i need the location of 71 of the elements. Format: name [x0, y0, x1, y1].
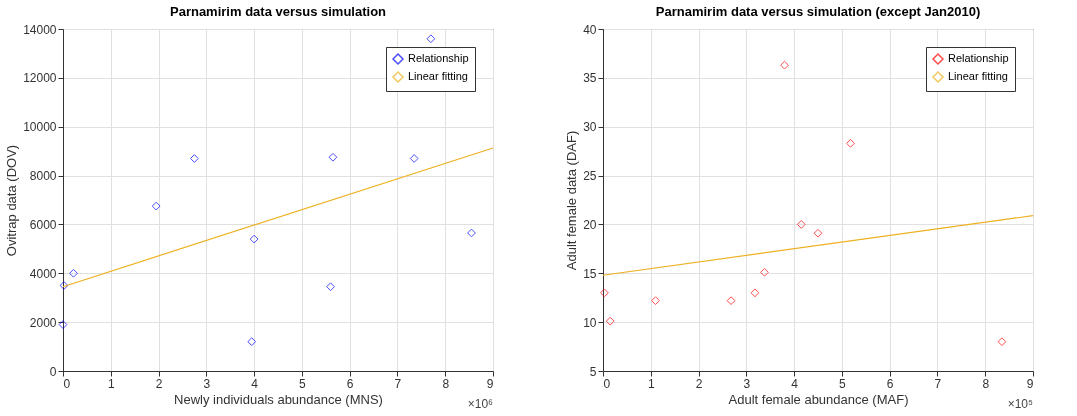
point	[813, 228, 823, 238]
x-tick-label: 1	[647, 376, 655, 391]
x-tick-label: 9	[1026, 376, 1034, 391]
y-axis-title: Ovitrap data (DOV)	[4, 144, 20, 257]
legend-label: Linear fitting	[948, 70, 1008, 82]
y-tick-label: 14000	[23, 22, 57, 37]
point	[249, 234, 259, 244]
y-tick-label: 30	[583, 120, 597, 135]
y-axis-title: Adult female data (DAF)	[564, 130, 580, 271]
y-tick-label: 0	[49, 364, 57, 379]
y-tick-label: 35	[583, 71, 597, 86]
point	[409, 154, 419, 163]
x-tick-label: 2	[155, 376, 163, 391]
legend-label: Relationship	[408, 52, 469, 64]
text: ×10⁶	[467, 397, 494, 411]
y-tick-label: 8000	[29, 169, 57, 184]
y-tick-label: 15	[583, 266, 597, 281]
y-tick-label: 12000	[23, 71, 57, 86]
x-axis-title: Adult female abundance (MAF)	[728, 391, 909, 407]
x-tick-label: 5	[299, 376, 307, 391]
x-tick-label: 6	[346, 376, 354, 391]
point	[651, 296, 660, 306]
point	[247, 337, 257, 347]
point	[605, 316, 615, 326]
point	[328, 152, 338, 162]
point	[59, 281, 69, 290]
x-tick-label: 3	[203, 376, 211, 391]
point	[600, 288, 609, 298]
point	[997, 337, 1007, 347]
y-tick-label: 2000	[29, 315, 57, 330]
x-tick-label: 5	[839, 376, 847, 391]
x-tick-label: 4	[251, 376, 259, 391]
x-tick-label: 6	[886, 376, 894, 391]
point	[326, 282, 335, 292]
x-tick-label: 0	[63, 376, 71, 391]
x-tick-label: 2	[695, 376, 703, 391]
x-tick-label: 3	[743, 376, 751, 391]
point	[760, 267, 769, 277]
point	[151, 201, 161, 211]
chart-title: Parnamirim data versus simulation (except Jan2010)	[655, 4, 981, 19]
point	[750, 288, 760, 298]
y-tick-label: 6000	[29, 217, 57, 232]
point	[726, 296, 736, 306]
point	[780, 60, 789, 70]
y-tick-label: 40	[583, 22, 597, 37]
point	[846, 138, 855, 148]
legend-label: Relationship	[948, 52, 1009, 64]
point	[467, 228, 476, 238]
x-tick-label: 9	[486, 376, 494, 391]
x-tick-label: 8	[982, 376, 990, 391]
point	[69, 268, 78, 278]
x-tick-label: 1	[107, 376, 115, 391]
chart-title: Parnamirim data versus simulation	[169, 4, 387, 19]
text: ×10⁵	[1007, 397, 1034, 411]
x-tick-label: 0	[603, 376, 611, 391]
point	[426, 34, 436, 44]
point	[58, 320, 68, 329]
y-tick-label: 4000	[29, 266, 57, 281]
point	[796, 220, 806, 229]
y-tick-label: 10	[583, 315, 597, 330]
y-tick-label: 5	[589, 364, 597, 379]
y-tick-label: 10000	[23, 120, 57, 135]
x-tick-label: 7	[934, 376, 942, 391]
x-axis-title: Newly individuals abundance (MNS)	[174, 391, 383, 407]
x-tick-label: 7	[394, 376, 402, 391]
y-tick-label: 25	[583, 169, 597, 184]
x-tick-label: 4	[791, 376, 799, 391]
y-tick-label: 20	[583, 217, 597, 232]
legend-label: Linear fitting	[408, 70, 468, 82]
point	[190, 154, 199, 163]
x-tick-label: 8	[442, 376, 450, 391]
